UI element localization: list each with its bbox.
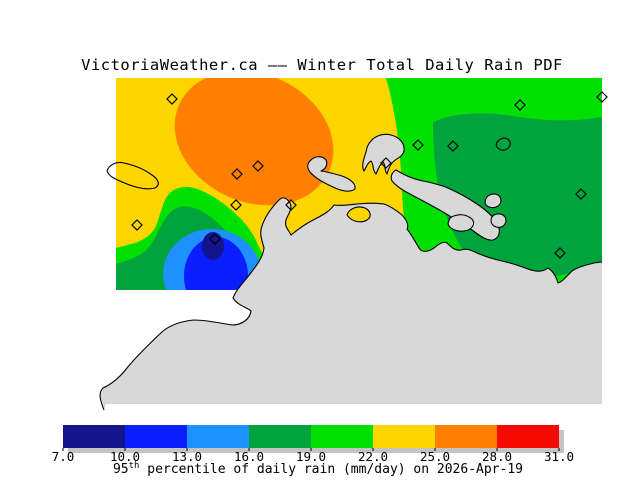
colorbar-segment — [435, 425, 497, 448]
station-marker-diamond — [575, 188, 587, 200]
coastline-banana-island — [106, 161, 159, 190]
caption-superscript: th — [129, 461, 140, 471]
colorbar-segment — [125, 425, 187, 448]
land-data-island — [346, 206, 371, 223]
caption-prefix: 95 — [113, 462, 129, 477]
station-marker-diamond — [380, 157, 392, 169]
land-masses — [99, 133, 603, 411]
colorbar-segment — [187, 425, 249, 448]
colorbar-segment — [497, 425, 559, 448]
colorbar-segment — [311, 425, 373, 448]
colorbar-segment — [249, 425, 311, 448]
colorbar-tick-label: 16.0 — [234, 449, 264, 464]
colorbar-segment — [63, 425, 125, 448]
colorbar-caption: 95th percentile of daily rain (mm/day) o… — [113, 461, 523, 477]
station-markers — [131, 91, 608, 259]
contour-blue-ring — [184, 237, 248, 290]
station-marker-diamond — [554, 247, 566, 259]
colorbar-tick-label: 10.0 — [110, 449, 140, 464]
station-marker-diamond — [231, 168, 243, 180]
colorbar-tick-label: 7.0 — [52, 449, 75, 464]
land-claw-island — [362, 133, 405, 175]
colorbar-tick-label: 13.0 — [172, 449, 202, 464]
colorbar-tick-label: 31.0 — [544, 449, 574, 464]
colorbar: 7.0 10.0 13.0 16.0 19.0 22.0 25.0 28.0 31.0 — [52, 425, 574, 464]
contour-orange-max — [174, 78, 334, 206]
land-harbour-islet-1 — [484, 193, 502, 209]
station-marker-diamond — [252, 160, 264, 172]
station-marker-diamond — [447, 140, 459, 152]
land-olympic-peninsula — [100, 197, 602, 410]
station-marker-diamond — [285, 199, 297, 211]
colorbar-tick-labels: 7.0 10.0 13.0 16.0 19.0 22.0 25.0 28.0 31.0 — [52, 448, 574, 464]
colorbar-segment — [373, 425, 435, 448]
colorbar-tick-label: 25.0 — [420, 449, 450, 464]
contour-navy-core — [202, 232, 224, 260]
station-marker-diamond — [209, 233, 221, 245]
station-marker-diamond — [131, 219, 143, 231]
station-marker-diamond — [230, 199, 242, 211]
colorbar-tick-label: 19.0 — [296, 449, 326, 464]
station-marker-diamond — [596, 91, 608, 103]
plot-title: VictoriaWeather.ca —— Winter Total Daily… — [81, 56, 563, 74]
contour-dark-green-east — [433, 113, 602, 278]
land-harbour-islet-2 — [490, 213, 507, 228]
coastline-main — [99, 197, 603, 411]
land-harbour-channel — [447, 214, 475, 232]
colorbar-segments — [63, 425, 559, 448]
caption-suffix: percentile of daily rain (mm/day) on 202… — [139, 462, 523, 477]
contour-field — [116, 78, 602, 290]
land-inlet-island — [307, 156, 356, 192]
station-marker-diamond — [166, 93, 178, 105]
coastline-small-island — [495, 137, 511, 151]
colorbar-tick-label: 28.0 — [482, 449, 512, 464]
colorbar-tick-label: 22.0 — [358, 449, 388, 464]
station-marker-diamond — [514, 99, 526, 111]
station-marker-diamond — [412, 139, 424, 151]
